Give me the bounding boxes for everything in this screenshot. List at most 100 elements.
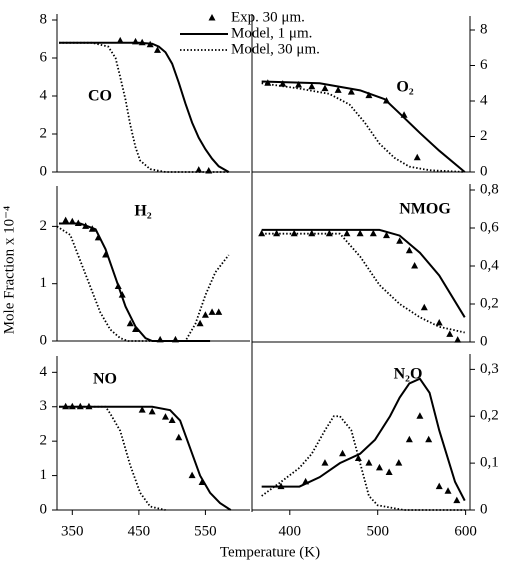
x-axis-label: Temperature (K) xyxy=(220,544,320,560)
line-series xyxy=(58,405,166,511)
legend-marker xyxy=(208,14,216,21)
y-tick-label: 0,2 xyxy=(480,408,499,424)
data-point xyxy=(148,407,156,415)
data-point xyxy=(208,308,216,315)
data-point xyxy=(116,36,124,44)
data-point xyxy=(196,319,204,327)
y-tick-label: 0,8 xyxy=(480,181,499,197)
line-series xyxy=(56,225,230,342)
data-point xyxy=(453,496,461,504)
data-point xyxy=(347,88,355,95)
data-point xyxy=(132,325,140,333)
x-tick-label: 400 xyxy=(279,523,302,539)
y-tick-label: 0 xyxy=(480,163,488,179)
y-tick-label: 4 xyxy=(480,92,488,108)
data-point xyxy=(395,459,403,466)
line-series xyxy=(58,405,232,511)
y-tick-label: 1 xyxy=(40,467,48,483)
data-point xyxy=(420,303,428,311)
data-point xyxy=(396,237,404,244)
data-point xyxy=(411,262,419,269)
data-point xyxy=(126,319,134,327)
line-series xyxy=(58,41,229,173)
panel-title: CO xyxy=(88,88,112,105)
data-point xyxy=(454,336,462,343)
data-point xyxy=(375,463,383,471)
data-point xyxy=(321,84,329,92)
data-point xyxy=(175,433,183,441)
y-tick-label: 2 xyxy=(40,433,48,449)
y-axis-label: Mole Fraction x 10⁻⁴ xyxy=(1,206,17,335)
data-point xyxy=(413,153,421,161)
data-point xyxy=(62,216,70,224)
panel-title: H₂ xyxy=(134,203,151,220)
y-tick-label: 0 xyxy=(480,501,488,517)
y-tick-label: 0 xyxy=(40,332,48,348)
legend-label: Exp. 30 μm. xyxy=(231,9,305,25)
line-series xyxy=(261,228,466,318)
y-tick-label: 1 xyxy=(40,275,48,291)
data-point xyxy=(321,459,329,466)
y-tick-label: 6 xyxy=(40,49,48,65)
data-point xyxy=(188,471,196,479)
y-tick-label: 2 xyxy=(480,128,488,144)
data-point xyxy=(308,82,316,90)
line-series xyxy=(261,415,465,511)
data-point xyxy=(369,229,377,237)
x-tick-label: 600 xyxy=(454,523,477,539)
y-tick-label: 8 xyxy=(40,11,48,27)
y-tick-label: 0,4 xyxy=(480,257,499,273)
y-tick-label: 2 xyxy=(40,218,48,234)
y-tick-label: 3 xyxy=(40,398,48,414)
data-point xyxy=(339,449,347,457)
data-point xyxy=(279,80,287,87)
data-point xyxy=(334,86,342,93)
data-point xyxy=(425,435,433,443)
y-tick-label: 6 xyxy=(480,57,488,73)
data-point xyxy=(195,166,203,173)
x-tick-label: 350 xyxy=(61,523,84,539)
data-point xyxy=(382,231,390,239)
line-series xyxy=(261,82,465,173)
line-series xyxy=(58,222,211,342)
data-point xyxy=(385,468,393,475)
y-tick-label: 0,3 xyxy=(480,361,499,377)
y-tick-label: 4 xyxy=(40,87,48,103)
data-point xyxy=(356,229,364,237)
y-tick-label: 0 xyxy=(480,333,488,349)
y-tick-label: 0,2 xyxy=(480,295,499,311)
line-series xyxy=(261,232,465,334)
data-point xyxy=(161,413,169,420)
data-point xyxy=(435,482,443,490)
y-tick-label: 2 xyxy=(40,125,48,141)
legend-label: Model, 30 μm. xyxy=(231,41,320,57)
data-point xyxy=(295,81,303,88)
x-tick-label: 450 xyxy=(128,523,151,539)
data-point xyxy=(343,229,351,237)
x-tick-label: 500 xyxy=(366,523,389,539)
data-point xyxy=(215,308,223,315)
panel-title: NMOG xyxy=(399,201,451,218)
y-tick-label: 4 xyxy=(40,364,48,380)
line-series xyxy=(261,377,466,502)
x-tick-label: 550 xyxy=(194,523,217,539)
y-tick-label: 0 xyxy=(40,501,48,517)
data-point xyxy=(444,487,452,494)
line-series xyxy=(261,80,466,173)
data-point xyxy=(153,46,161,53)
data-point xyxy=(365,91,373,99)
data-point xyxy=(201,311,209,318)
data-point xyxy=(435,319,443,326)
data-point xyxy=(405,435,413,443)
data-point xyxy=(138,406,146,413)
data-point xyxy=(168,416,176,424)
data-point xyxy=(365,459,373,466)
y-tick-label: 0 xyxy=(40,163,48,179)
panel-title: NO xyxy=(93,371,117,388)
data-point xyxy=(446,330,454,337)
legend-label: Model, 1 μm. xyxy=(231,25,312,41)
panel-title: N₂O xyxy=(394,366,423,383)
y-tick-label: 8 xyxy=(480,21,488,37)
y-tick-label: 0,1 xyxy=(480,455,499,471)
